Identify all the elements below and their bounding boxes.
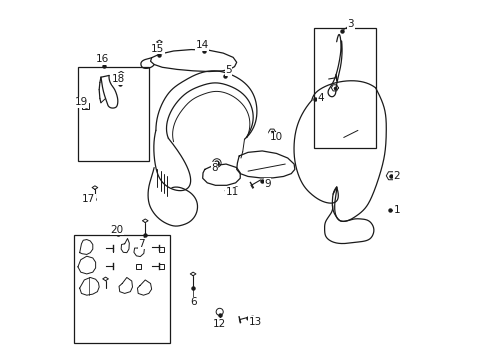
Text: 11: 11	[225, 188, 238, 197]
Bar	[74, 235, 170, 343]
Bar	[159, 247, 163, 252]
Text: 15: 15	[151, 44, 164, 54]
Text: 6: 6	[189, 297, 196, 307]
Text: 19: 19	[75, 97, 88, 107]
Text: 20: 20	[110, 225, 123, 235]
Bar	[82, 103, 88, 109]
Text: 17: 17	[82, 194, 95, 204]
Text: 10: 10	[269, 132, 283, 143]
Text: 2: 2	[393, 171, 399, 181]
Text: 13: 13	[248, 317, 261, 327]
Bar	[136, 264, 141, 269]
Bar	[313, 28, 375, 148]
Text: 18: 18	[112, 74, 125, 84]
Text: 16: 16	[96, 54, 109, 64]
Text: 7: 7	[138, 239, 145, 249]
Bar	[78, 67, 148, 161]
Text: 12: 12	[213, 319, 226, 329]
Text: 8: 8	[211, 163, 217, 172]
Text: 14: 14	[195, 40, 208, 50]
Text: 9: 9	[264, 179, 270, 189]
Bar	[159, 264, 163, 269]
Text: 3: 3	[347, 19, 353, 29]
Text: 5: 5	[225, 65, 231, 75]
Text: 4: 4	[317, 94, 324, 103]
Text: 1: 1	[393, 205, 399, 215]
